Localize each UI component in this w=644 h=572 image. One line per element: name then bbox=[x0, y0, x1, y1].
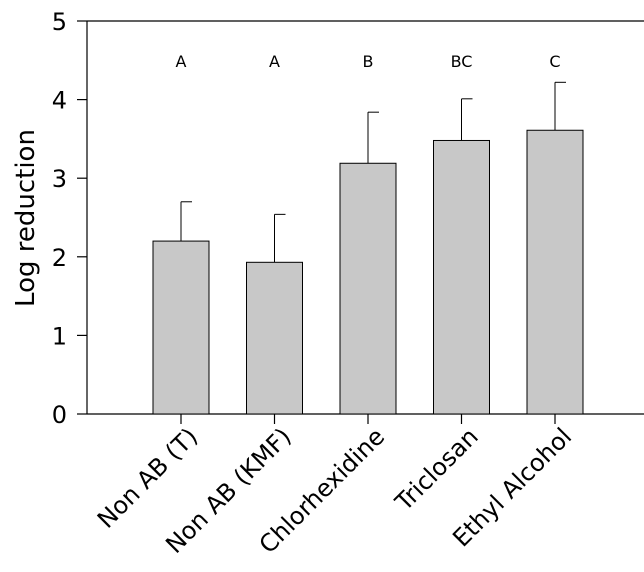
bar bbox=[339, 162, 397, 415]
y-tick-label: 2 bbox=[52, 244, 67, 272]
y-tick-label: 4 bbox=[52, 87, 67, 115]
y-tick-label: 3 bbox=[52, 165, 67, 193]
group-letter: BC bbox=[451, 52, 473, 71]
bar bbox=[526, 129, 584, 415]
group-letter: A bbox=[176, 52, 187, 71]
bar bbox=[152, 240, 210, 415]
bar bbox=[433, 139, 490, 415]
group-letter: A bbox=[269, 52, 280, 71]
y-axis-label: Log reduction bbox=[11, 129, 41, 307]
y-tick-label: 0 bbox=[52, 401, 67, 429]
bar bbox=[246, 261, 303, 415]
group-letter: B bbox=[363, 52, 374, 71]
group-letter: C bbox=[549, 52, 560, 71]
x-tick-label: Triclosan bbox=[389, 422, 483, 516]
y-tick-label: 5 bbox=[52, 8, 67, 36]
y-tick-label: 1 bbox=[52, 322, 67, 350]
